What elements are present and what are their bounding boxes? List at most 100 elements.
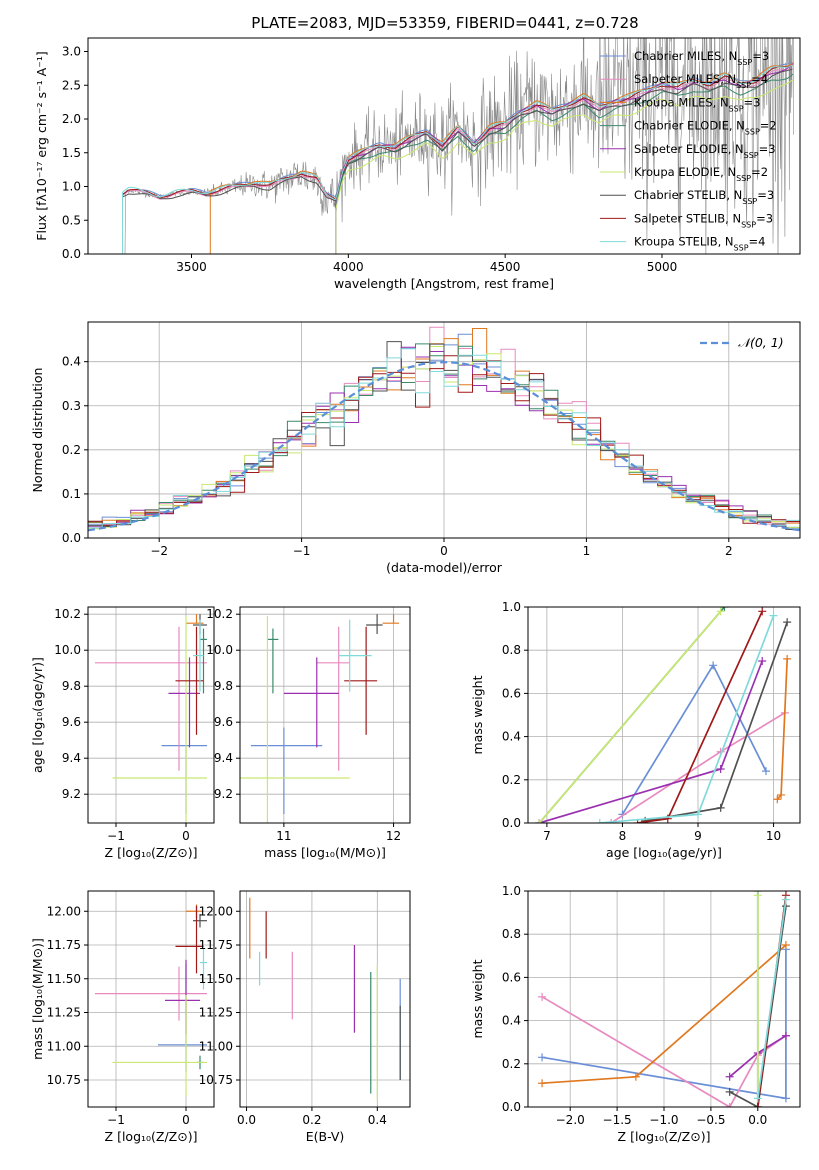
axes-frame (87, 890, 215, 1108)
weight-point-marker (777, 790, 786, 799)
y-tick-label: 9.2 (214, 787, 233, 801)
weight-point-marker (663, 814, 672, 823)
weight-point-marker (538, 992, 547, 1001)
y-tick-label: 9.4 (62, 751, 81, 765)
errorbar-point (250, 727, 323, 814)
weight-point-marker (773, 795, 782, 804)
weight-point-marker (769, 611, 778, 620)
errorbar-point (200, 628, 207, 694)
errorbar-point (240, 616, 350, 823)
weight-point-marker (753, 1103, 762, 1107)
y-tick-label: 0.0 (62, 247, 81, 261)
errorbar-point (193, 913, 207, 928)
normal-legend-label: 𝒩(0, 1) (738, 335, 784, 350)
y-tick-label: 9.8 (62, 679, 81, 693)
x-tick-label: 0.2 (302, 1113, 321, 1127)
x-tick-label: −1 (107, 1113, 125, 1127)
x-tick-label: 3500 (176, 260, 207, 274)
legend-entry: Kroupa STELIB, NSSP=4 (634, 235, 765, 253)
y-axis-label: mass weight (470, 675, 485, 754)
y-tick-label: 12.00 (199, 904, 233, 918)
errorbar-point (316, 626, 350, 771)
x-tick-label: 1 (583, 544, 591, 558)
weight-point-marker (762, 767, 770, 776)
figure-title: PLATE=2083, MJD=53359, FIBERID=0441, z=0… (251, 14, 638, 32)
plot-area (100, 38, 795, 254)
weight-point-marker (595, 819, 604, 823)
x-tick-label: −2.0 (556, 1113, 585, 1127)
weight-point-marker (783, 618, 792, 627)
x-axis-label: Z [log₁₀(Z/Z⊙)] (105, 845, 198, 860)
weight-point-marker (716, 803, 725, 812)
weight-point-marker (716, 607, 725, 616)
y-tick-label: 10.0 (206, 643, 233, 657)
y-tick-label: 0.4 (62, 355, 81, 369)
weight-point-marker (694, 810, 702, 819)
plot-area (240, 614, 400, 823)
errorbar-point (200, 949, 207, 990)
y-tick-label: 0.8 (502, 643, 521, 657)
y-axis-label: age [log₁₀(age/yr)] (30, 657, 45, 773)
x-axis-label: (data-model)/error (386, 560, 503, 575)
weight-point-marker (781, 895, 790, 904)
y-tick-label: 11.25 (199, 1006, 233, 1020)
y-tick-label: 0.1 (62, 487, 81, 501)
mass-vs-ebv-panel: 0.0 0.2 0.4 10.75 11.00 11.25 11.50 11.75 12.00 E… (199, 890, 411, 1144)
x-tick-label: −1 (107, 829, 125, 843)
mass-vs-metallicity-panel: −1 0 10.75 11.00 11.25 11.50 11.75 12.00 Z [log₁… (30, 890, 215, 1144)
errorbar-point (175, 905, 204, 974)
weight-point-marker (753, 1094, 762, 1103)
y-tick-label: 0.0 (502, 1100, 521, 1114)
errorbar-point (165, 959, 200, 1035)
errorbar-point (283, 657, 339, 748)
y-tick-label: 9.6 (214, 715, 233, 729)
y-tick-label: 0.0 (502, 816, 521, 830)
errorbar-point (112, 616, 207, 823)
x-axis-label: age [log₁₀(age/yr)] (606, 845, 722, 860)
x-tick-label: 4000 (333, 260, 364, 274)
x-tick-label: 0 (440, 544, 448, 558)
y-tick-label: 9.8 (214, 679, 233, 693)
x-tick-label: −0.5 (696, 1113, 725, 1127)
normal-curve-line (88, 360, 800, 532)
x-tick-label: 0.0 (748, 1113, 767, 1127)
legend-entry: Kroupa ELODIE, NSSP=2 (634, 165, 768, 183)
y-tick-label: 9.4 (214, 751, 233, 765)
model-spectrum-line (335, 79, 794, 254)
y-tick-label: 11.25 (47, 1006, 81, 1020)
weight-point-marker (720, 607, 729, 611)
x-tick-label: −1 (293, 544, 311, 558)
weight-point-marker (631, 1072, 640, 1081)
y-tick-label: 1.0 (62, 180, 81, 194)
weight-point-marker (783, 654, 792, 663)
weight-series-line (776, 658, 789, 800)
x-tick-label: 5000 (647, 260, 678, 274)
x-tick-label: 8 (619, 829, 627, 843)
weight-point-marker (716, 765, 725, 773)
y-tick-label: 3.0 (62, 45, 81, 59)
y-tick-label: 0.6 (502, 686, 521, 700)
x-tick-label: −1.0 (649, 1113, 678, 1127)
x-tick-label: 0.4 (368, 1113, 387, 1127)
y-tick-label: 0.0 (62, 531, 81, 545)
legend-entry: Chabrier STELIB, NSSP=3 (634, 188, 774, 206)
errorbar-point (95, 966, 207, 1021)
y-tick-label: 11.50 (47, 972, 81, 986)
y-tick-label: 10.75 (47, 1073, 81, 1087)
legend-entry: Salpeter STELIB, NSSP=3 (634, 211, 773, 229)
observed-spectrum-line (122, 38, 795, 254)
y-tick-label: 0.2 (502, 773, 521, 787)
weight-point-marker (781, 1094, 790, 1103)
y-axis-label: Normed distribution (30, 368, 45, 493)
y-tick-label: 2.0 (62, 112, 81, 126)
y-tick-label: 2.5 (62, 78, 81, 92)
x-axis-label: Z [log₁₀(Z/Z⊙)] (618, 1129, 711, 1144)
x-tick-label: 2 (725, 544, 733, 558)
x-tick-label: −1.5 (603, 1113, 632, 1127)
weight-point-marker (753, 891, 762, 900)
x-tick-label: 12 (386, 829, 401, 843)
x-axis-label: E(B-V) (306, 1129, 345, 1144)
y-tick-label: 10.2 (206, 607, 233, 621)
weight-point-marker (538, 1053, 547, 1062)
